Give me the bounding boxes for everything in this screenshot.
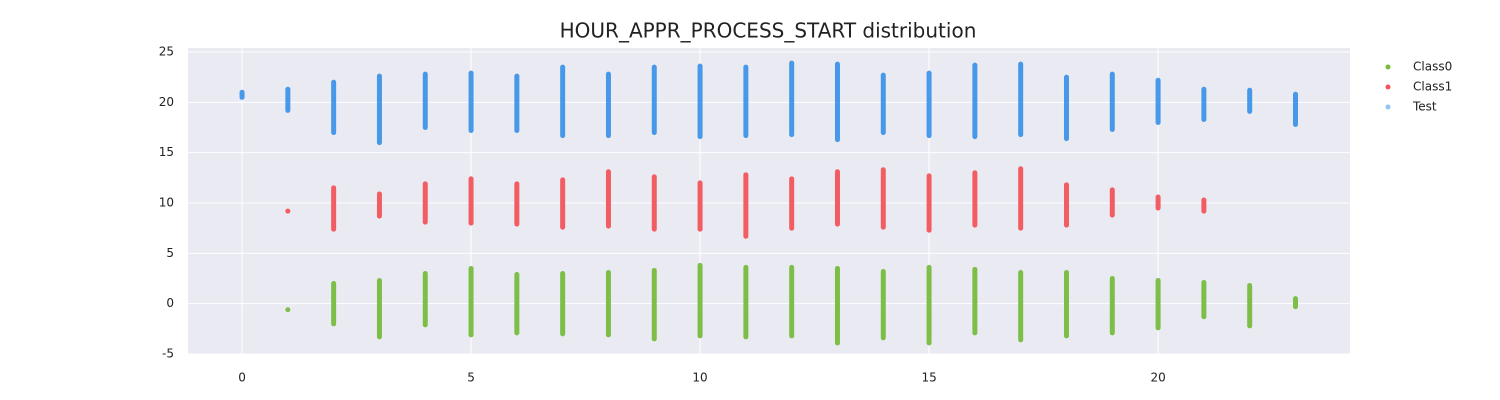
strip-range <box>331 281 337 327</box>
strip-range <box>789 60 795 138</box>
strip-range <box>697 63 703 140</box>
strip-range <box>1201 197 1207 214</box>
x-tick-label: 0 <box>238 371 246 385</box>
strip-range <box>789 176 795 231</box>
strip-range <box>1292 91 1298 127</box>
x-tick-label: 15 <box>921 371 936 385</box>
plot-area <box>188 48 1350 354</box>
y-tick-label: 0 <box>166 296 174 310</box>
strip-range <box>880 268 886 341</box>
legend-marker <box>1385 104 1391 110</box>
strip-range <box>789 264 795 339</box>
strip-range <box>834 169 840 227</box>
strip-range <box>376 278 382 340</box>
strip-range <box>743 264 749 340</box>
strip-range <box>285 86 291 113</box>
strip-range <box>422 181 428 225</box>
x-tick-label: 5 <box>467 371 475 385</box>
y-tick-label: 20 <box>159 95 174 109</box>
strip-range <box>514 73 520 134</box>
strip-range <box>560 64 566 139</box>
strip-range <box>239 89 245 100</box>
marks <box>239 60 1298 346</box>
strip-range <box>1201 280 1207 320</box>
strip-range <box>926 70 932 139</box>
strip-range <box>605 169 611 229</box>
strip-range <box>468 176 474 226</box>
strip-range <box>605 71 611 139</box>
strip-range <box>743 172 749 239</box>
strip-range <box>1292 296 1298 310</box>
strip-range <box>1247 283 1253 329</box>
strip-range <box>972 170 978 228</box>
x-tick-label: 20 <box>1150 371 1165 385</box>
y-tick-label: 25 <box>159 45 174 59</box>
y-tick-label: 15 <box>159 145 174 159</box>
y-tick-label: -5 <box>162 347 174 361</box>
strip-range <box>651 267 657 342</box>
strip-range <box>880 72 886 136</box>
strip-range <box>1018 166 1024 231</box>
strip-range <box>514 271 520 336</box>
strip-range <box>376 73 382 146</box>
strip-range <box>697 180 703 232</box>
strip-range <box>1109 71 1115 133</box>
strip-range <box>285 307 291 313</box>
strip-range <box>972 266 978 336</box>
strip-range <box>972 62 978 140</box>
strip-range <box>834 265 840 346</box>
strip-range <box>1201 86 1207 122</box>
legend-label: Class1 <box>1413 80 1452 94</box>
x-tick-label: 10 <box>692 371 707 385</box>
strip-range <box>1247 87 1253 114</box>
strip-range <box>697 262 703 339</box>
strip-range <box>1155 77 1161 125</box>
strip-range <box>651 174 657 232</box>
strip-range <box>560 270 566 337</box>
strip-range <box>376 191 382 219</box>
strip-range <box>834 61 840 143</box>
strip-range <box>1109 187 1115 218</box>
y-tick-label: 10 <box>159 196 174 210</box>
legend-marker <box>1385 64 1391 70</box>
strip-range <box>743 64 749 139</box>
strip-range <box>880 167 886 230</box>
strip-range <box>514 181 520 227</box>
strip-range <box>651 64 657 136</box>
strip-range <box>1063 269 1069 339</box>
strip-range <box>1155 194 1161 211</box>
strip-range <box>1109 276 1115 336</box>
strip-range <box>1018 269 1024 343</box>
strip-range <box>468 70 474 134</box>
strip-range <box>331 185 337 232</box>
strip-range <box>605 269 611 338</box>
strip-range <box>926 264 932 346</box>
strip-range <box>285 208 291 214</box>
strip-range <box>1063 74 1069 142</box>
legend-marker <box>1385 84 1391 90</box>
strip-range <box>468 265 474 338</box>
chart-title: HOUR_APPR_PROCESS_START distribution <box>560 19 977 43</box>
strip-range <box>422 71 428 131</box>
strip-range <box>1155 278 1161 331</box>
strip-range <box>331 79 337 136</box>
strip-range <box>1018 61 1024 138</box>
strip-range <box>926 173 932 233</box>
legend-label: Class0 <box>1413 60 1452 74</box>
strip-range <box>560 177 566 230</box>
strip-range <box>1063 182 1069 228</box>
legend-label: Test <box>1412 100 1437 114</box>
strip-range <box>422 270 428 328</box>
y-tick-label: 5 <box>166 246 174 260</box>
